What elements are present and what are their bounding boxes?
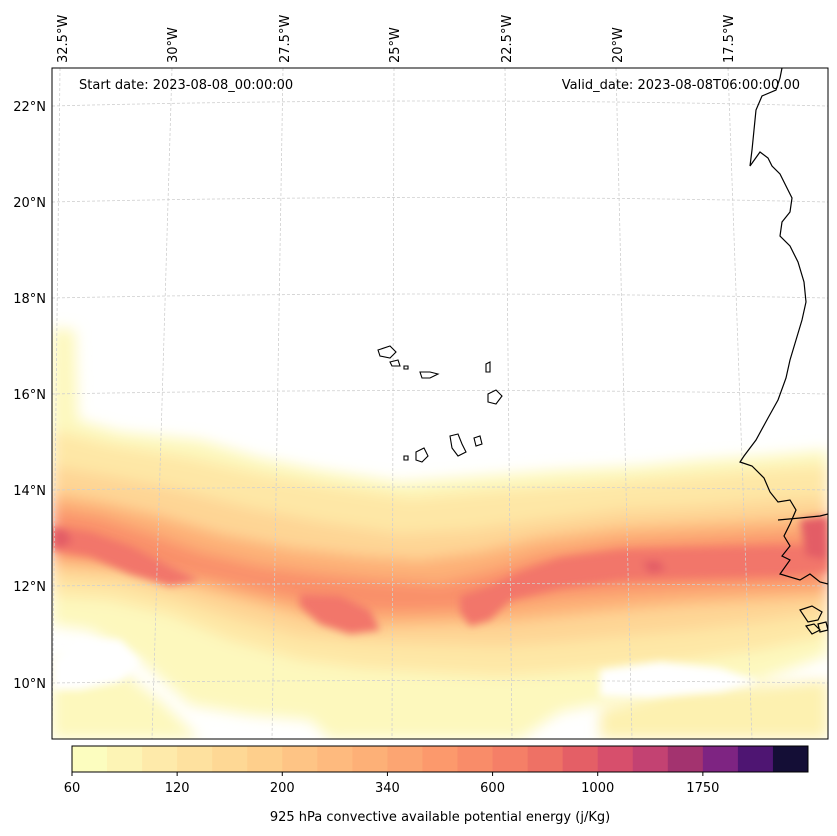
colorbar-tick-label: 120 <box>165 781 190 796</box>
guinea-bissau-coast <box>799 605 823 623</box>
colorbar-swatch <box>737 746 774 772</box>
colorbar-swatch <box>212 746 248 772</box>
cape-contour-730-center <box>300 594 380 634</box>
latitude-labels: 22°N 20°N 18°N 16°N 14°N 12°N 10°N <box>13 100 46 692</box>
cape-contour-1000-coast <box>800 516 828 560</box>
colorbar-swatch <box>282 746 318 772</box>
start-date-label: Start date: 2023-08-08_00:00:00 <box>79 78 294 93</box>
colorbar-tick-label: 600 <box>480 781 505 796</box>
colorbar-frame <box>71 745 809 773</box>
colorbar-swatch <box>72 746 108 772</box>
island-santa-luzia <box>403 365 409 370</box>
colorbar-swatch <box>177 746 213 772</box>
colorbar-swatch <box>772 746 809 772</box>
lon-label: 25°W <box>388 27 403 63</box>
cape-contour-1000-west <box>52 528 72 548</box>
colorbar-swatch <box>317 746 353 772</box>
colorbar-tick-label: 200 <box>270 781 295 796</box>
island-fogo <box>415 447 429 463</box>
lon-label: 32.5°W <box>56 15 71 63</box>
lat-label: 12°N <box>13 580 46 595</box>
cape-verde-islands <box>377 345 503 463</box>
coastlines <box>739 68 828 635</box>
colorbar-swatch <box>597 746 634 772</box>
island-sao-vicente <box>389 359 401 367</box>
colorbar-swatch <box>562 746 599 772</box>
cape-contour-1000-east <box>642 560 666 574</box>
bijagos-islands <box>804 621 828 635</box>
lat-label: 16°N <box>13 388 46 403</box>
colorbar-swatch <box>702 746 739 772</box>
cape-contour-730-west <box>52 526 200 586</box>
lat-label: 22°N <box>13 100 46 115</box>
lon-label: 22.5°W <box>500 15 515 63</box>
cape-gap-west-patch <box>52 640 140 690</box>
cape-contour-730-mid <box>460 546 828 626</box>
africa-coastline <box>739 68 828 585</box>
colorbar-swatch <box>492 746 529 772</box>
lon-label: 20°W <box>611 27 626 63</box>
lon-label: 17.5°W <box>722 15 737 63</box>
senegal-gambia-coast <box>777 513 828 521</box>
colorbar-swatch <box>107 746 143 772</box>
colorbar-swatch <box>142 746 178 772</box>
lat-label: 20°N <box>13 196 46 211</box>
colorbar-tick-label: 60 <box>64 781 81 796</box>
colorbar-label: 925 hPa convective available potential e… <box>270 810 610 825</box>
colorbar-swatch <box>247 746 283 772</box>
island-santiago <box>449 433 467 457</box>
island-boa-vista <box>487 389 503 405</box>
island-maio <box>473 435 483 447</box>
lat-label: 18°N <box>13 292 46 307</box>
cape-field <box>52 328 828 739</box>
valid-date-label: Valid_date: 2023-08-08T06:00:00.00 <box>561 78 800 93</box>
gridlines <box>52 68 828 739</box>
lat-label: 14°N <box>13 484 46 499</box>
colorbar-swatch <box>422 746 459 772</box>
colorbar-swatch <box>667 746 704 772</box>
colorbar-tick-label: 1750 <box>686 781 719 796</box>
colorbar-tick-label: 1000 <box>581 781 614 796</box>
cape-gap-northwest-blob <box>100 345 124 372</box>
colorbar-swatch <box>527 746 564 772</box>
colorbar-swatch <box>387 746 423 772</box>
island-sal <box>485 361 491 373</box>
cape-contour-60-southeast <box>600 680 828 739</box>
island-brava <box>403 455 409 461</box>
lon-label: 27.5°W <box>278 15 293 63</box>
island-sao-nicolau <box>419 371 440 379</box>
longitude-labels: 32.5°W 30°W 27.5°W 25°W 22.5°W 20°W 17.5… <box>56 15 737 63</box>
lon-label: 30°W <box>166 27 181 63</box>
colorbar-tick-label: 340 <box>375 781 400 796</box>
cape-contour-290 <box>52 494 828 626</box>
island-santo-antao <box>377 345 397 359</box>
map-frame <box>51 67 829 740</box>
cape-contour-490 <box>52 510 828 612</box>
colorbar-swatch <box>457 746 494 772</box>
colorbar: 60 120 200 340 600 1000 1750 <box>64 745 809 796</box>
colorbar-swatch <box>632 746 669 772</box>
lat-label: 10°N <box>13 677 46 692</box>
cape-gap-south <box>600 662 760 698</box>
colorbar-swatch <box>352 746 388 772</box>
